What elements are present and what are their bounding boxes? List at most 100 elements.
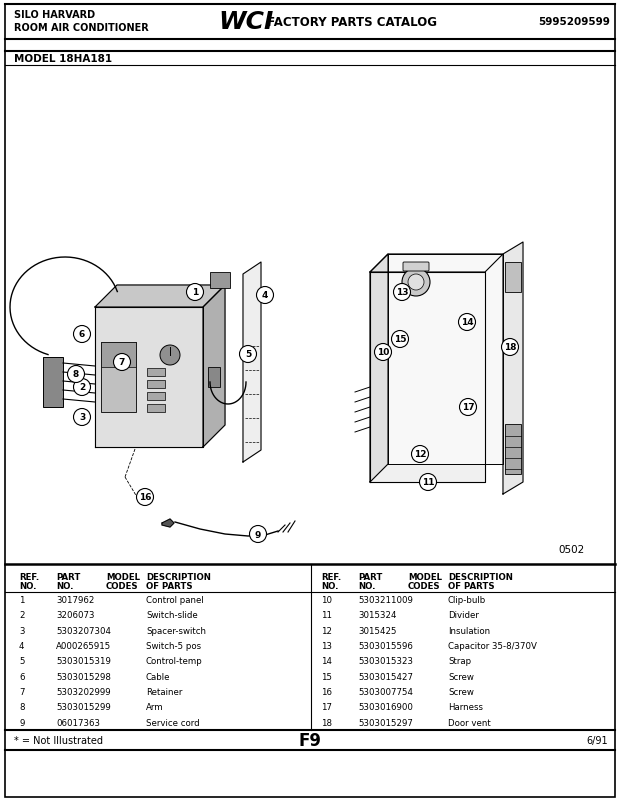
Circle shape [257, 287, 273, 304]
Circle shape [249, 526, 267, 543]
Bar [101, 342, 136, 367]
Bar [101, 342, 136, 412]
Circle shape [408, 274, 424, 290]
Text: 3206073: 3206073 [56, 610, 94, 620]
Text: Capacitor 35-8/370V: Capacitor 35-8/370V [448, 642, 537, 650]
Text: SILO HARVARD: SILO HARVARD [14, 10, 95, 20]
Circle shape [402, 269, 430, 297]
Circle shape [420, 474, 436, 491]
Text: 5303015299: 5303015299 [56, 703, 111, 711]
Text: A000265915: A000265915 [56, 642, 111, 650]
Text: NO.: NO. [19, 581, 37, 590]
Text: 15: 15 [394, 335, 406, 344]
Text: 3017962: 3017962 [56, 595, 94, 604]
Text: 6/91: 6/91 [587, 735, 608, 745]
Text: 2: 2 [79, 383, 85, 392]
Circle shape [394, 284, 410, 301]
Text: 5995209599: 5995209599 [538, 17, 610, 27]
Text: PART: PART [358, 573, 383, 581]
Text: 5303202999: 5303202999 [56, 687, 110, 696]
Bar [208, 367, 220, 387]
Circle shape [74, 326, 91, 343]
Text: NO.: NO. [358, 581, 376, 590]
Text: Switch-5 pos: Switch-5 pos [146, 642, 201, 650]
Text: 8: 8 [19, 703, 25, 711]
Text: Arm: Arm [146, 703, 164, 711]
Text: 13: 13 [321, 642, 332, 650]
Text: 5303015427: 5303015427 [358, 672, 413, 681]
Text: 17: 17 [462, 403, 474, 412]
Text: 9: 9 [19, 718, 24, 727]
Text: 12: 12 [414, 450, 427, 459]
Text: MODEL: MODEL [408, 573, 442, 581]
Polygon shape [162, 520, 174, 528]
Text: Cable: Cable [146, 672, 170, 681]
Text: Spacer-switch: Spacer-switch [146, 626, 206, 635]
Bar [505, 424, 521, 475]
Text: 15: 15 [321, 672, 332, 681]
Circle shape [412, 446, 428, 463]
Text: 9: 9 [255, 530, 261, 539]
Circle shape [374, 344, 391, 361]
Text: DESCRIPTION: DESCRIPTION [146, 573, 211, 581]
Text: 8: 8 [73, 370, 79, 379]
Circle shape [136, 489, 154, 506]
Text: Divider: Divider [448, 610, 479, 620]
Text: 5303015323: 5303015323 [358, 657, 413, 666]
Text: 5303007754: 5303007754 [358, 687, 413, 696]
Circle shape [459, 314, 476, 331]
Circle shape [187, 284, 203, 301]
Text: 5303015298: 5303015298 [56, 672, 111, 681]
Text: MODEL 18HA181: MODEL 18HA181 [14, 54, 112, 64]
Polygon shape [370, 255, 503, 273]
Text: 3015425: 3015425 [358, 626, 397, 635]
Text: * = Not Illustrated: * = Not Illustrated [14, 735, 103, 745]
Text: 3: 3 [19, 626, 25, 635]
Text: NO.: NO. [321, 581, 339, 590]
Polygon shape [370, 255, 388, 482]
Bar [147, 404, 165, 412]
Text: DESCRIPTION: DESCRIPTION [448, 573, 513, 581]
Text: REF.: REF. [321, 573, 341, 581]
Polygon shape [203, 286, 225, 448]
Text: 12: 12 [321, 626, 332, 635]
Text: Door vent: Door vent [448, 718, 491, 727]
Text: 3: 3 [79, 413, 85, 422]
Polygon shape [95, 308, 203, 448]
Text: 14: 14 [461, 318, 473, 327]
Text: Clip-bulb: Clip-bulb [448, 595, 486, 604]
Polygon shape [95, 286, 225, 308]
Circle shape [459, 399, 477, 416]
Text: 5303015319: 5303015319 [56, 657, 111, 666]
Text: Harness: Harness [448, 703, 483, 711]
Circle shape [74, 409, 91, 426]
Text: 6: 6 [19, 672, 25, 681]
Text: 7: 7 [119, 358, 125, 367]
Text: 10: 10 [377, 348, 389, 357]
Bar [210, 273, 230, 289]
Text: Screw: Screw [448, 687, 474, 696]
Text: 7: 7 [19, 687, 25, 696]
Circle shape [68, 366, 84, 383]
FancyBboxPatch shape [403, 263, 429, 272]
Text: REF.: REF. [19, 573, 39, 581]
Text: 13: 13 [396, 288, 408, 297]
Polygon shape [388, 255, 503, 464]
Text: Insulation: Insulation [448, 626, 490, 635]
Text: NO.: NO. [56, 581, 74, 590]
Text: 16: 16 [321, 687, 332, 696]
Text: 5303207304: 5303207304 [56, 626, 111, 635]
Text: 3015324: 3015324 [358, 610, 397, 620]
Text: 14: 14 [321, 657, 332, 666]
Circle shape [160, 346, 180, 366]
Circle shape [502, 339, 518, 356]
Text: 17: 17 [321, 703, 332, 711]
Text: 4: 4 [262, 291, 268, 300]
Polygon shape [243, 263, 261, 463]
Text: 18: 18 [503, 343, 516, 352]
Text: 11: 11 [321, 610, 332, 620]
Text: 4: 4 [19, 642, 25, 650]
Text: Strap: Strap [448, 657, 471, 666]
Text: 5303015596: 5303015596 [358, 642, 413, 650]
Text: 5: 5 [19, 657, 25, 666]
